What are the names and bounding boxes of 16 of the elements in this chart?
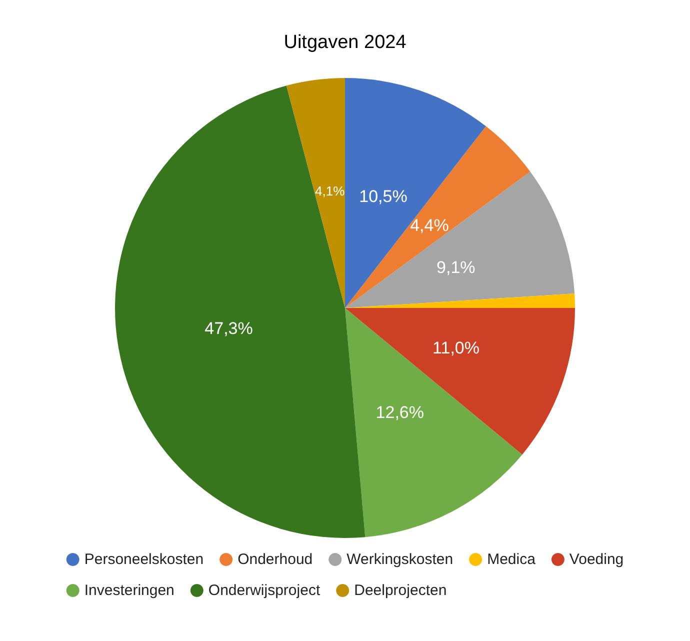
data-label: 4,4% xyxy=(410,216,449,236)
data-label: 9,1% xyxy=(436,258,476,278)
legend-label: Onderwijsproject xyxy=(208,582,321,599)
legend-label: Deelprojecten xyxy=(354,582,447,599)
data-label: 11,0% xyxy=(432,338,480,358)
data-label: 10,5% xyxy=(359,186,408,206)
data-label: 47,3% xyxy=(204,318,253,338)
legend-label: Personeelskosten xyxy=(84,551,204,568)
legend-label: Medica xyxy=(487,551,536,568)
legend-label: Voeding xyxy=(569,551,624,568)
legend-label: Onderhoud xyxy=(238,551,313,568)
data-label: 4,1% xyxy=(315,183,346,198)
chart-title: Uitgaven 2024 xyxy=(284,32,407,53)
legend-label: Investeringen xyxy=(84,582,174,599)
data-label: 12,6% xyxy=(376,402,424,422)
legend-label: Werkingskosten xyxy=(346,551,454,568)
